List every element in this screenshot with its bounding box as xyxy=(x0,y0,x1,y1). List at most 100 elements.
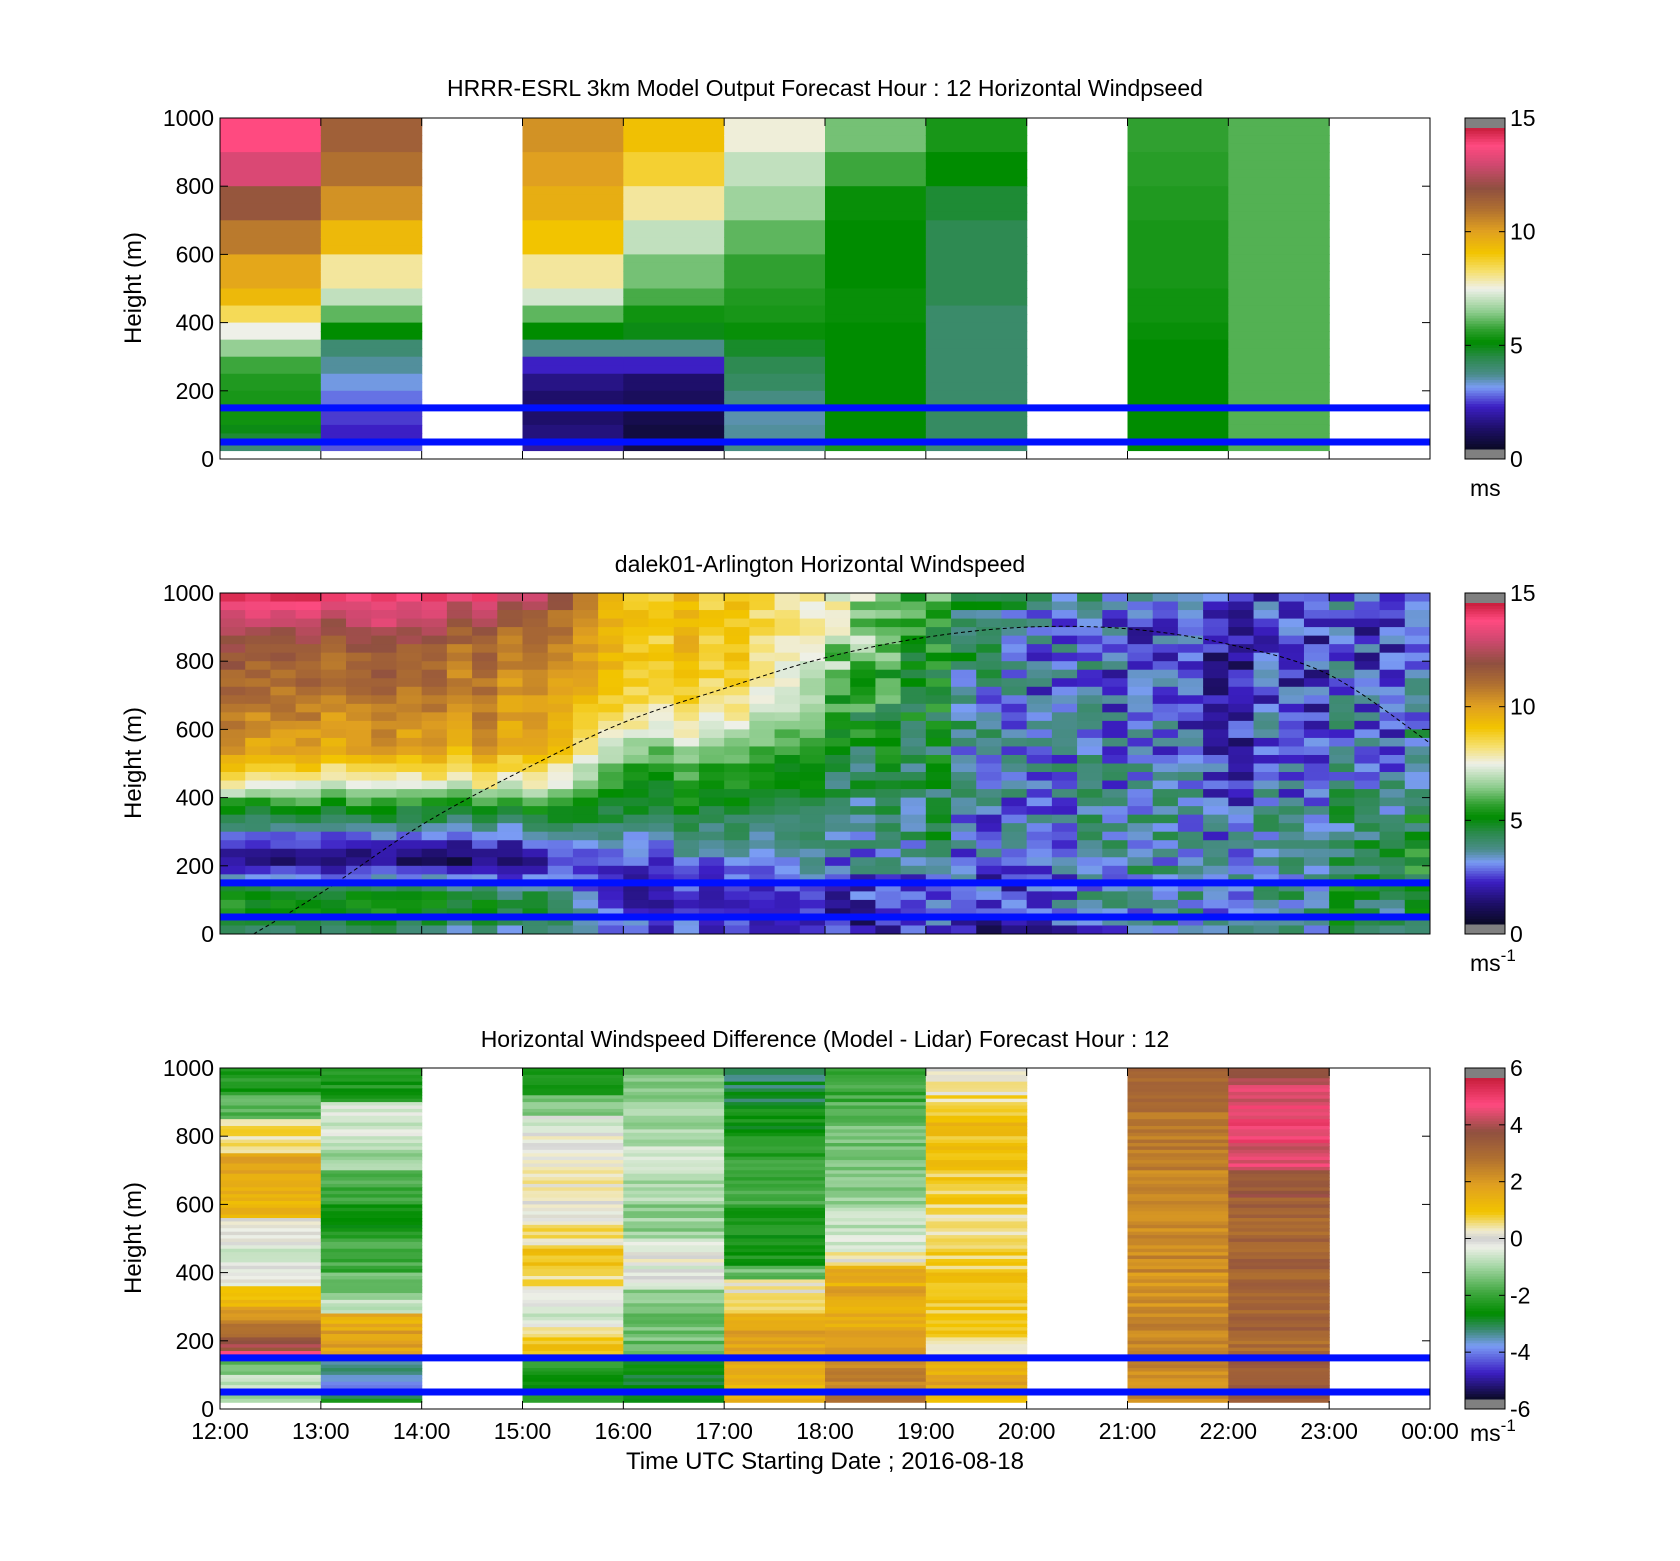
heatmap-cell xyxy=(724,1211,826,1216)
heatmap-cell xyxy=(1026,891,1053,901)
heatmap-cell xyxy=(1127,1395,1229,1400)
heatmap-cell xyxy=(825,314,927,324)
colorbar-segment xyxy=(1465,1091,1505,1095)
heatmap-cell xyxy=(724,305,826,315)
heatmap-cell xyxy=(1303,840,1330,850)
heatmap-cell xyxy=(472,720,498,731)
heatmap-cell xyxy=(220,797,246,807)
colorbar-segment xyxy=(1465,605,1505,609)
heatmap-cell xyxy=(825,1149,927,1154)
colorbar-tick-label: -2 xyxy=(1510,1282,1530,1308)
heatmap-cell xyxy=(522,1102,624,1107)
heatmap-cell xyxy=(1228,746,1255,756)
heatmap-cell xyxy=(472,618,498,628)
heatmap-cell xyxy=(1152,763,1179,773)
heatmap-cell xyxy=(925,627,952,637)
heatmap-cell xyxy=(270,737,297,748)
heatmap-cell xyxy=(220,186,322,196)
heatmap-cell xyxy=(1379,678,1406,688)
colorbar-segment xyxy=(1465,1246,1505,1250)
heatmap-cell xyxy=(1051,695,1078,705)
heatmap-cell xyxy=(825,1146,927,1151)
heatmap-cell xyxy=(1127,1149,1229,1154)
heatmap-cell xyxy=(1253,737,1280,748)
heatmap-cell xyxy=(270,848,297,858)
heatmap-cell xyxy=(547,610,574,620)
heatmap-cell xyxy=(1228,152,1330,162)
heatmap-cell xyxy=(1253,695,1280,705)
heatmap-cell xyxy=(270,754,297,765)
heatmap-cell xyxy=(572,891,599,901)
heatmap-cell xyxy=(724,1276,826,1281)
heatmap-cell xyxy=(1228,840,1255,850)
heatmap-cell xyxy=(1001,669,1028,679)
heatmap-cell xyxy=(396,601,423,611)
heatmap-cell xyxy=(1001,806,1028,816)
heatmap-cell xyxy=(799,686,826,696)
colorbar-segment xyxy=(1465,1329,1505,1333)
heatmap-cell xyxy=(976,695,1003,705)
heatmap-cell xyxy=(1102,916,1129,927)
heatmap-cell xyxy=(1228,1156,1330,1161)
heatmap-cell xyxy=(220,1385,322,1390)
heatmap-cell xyxy=(396,729,423,739)
heatmap-cell xyxy=(900,882,927,892)
heatmap-cell xyxy=(925,916,952,927)
heatmap-cell xyxy=(320,314,423,324)
heatmap-cell xyxy=(421,661,448,671)
heatmap-cell xyxy=(925,1129,1028,1134)
heatmap-cell xyxy=(951,831,977,841)
heatmap-cell xyxy=(774,746,801,756)
heatmap-cell xyxy=(295,823,322,833)
heatmap-cell xyxy=(850,806,877,816)
heatmap-cell xyxy=(572,899,599,910)
heatmap-cell xyxy=(396,848,423,858)
heatmap-cell xyxy=(925,1132,1028,1137)
colorbar-segment xyxy=(1465,1139,1505,1143)
heatmap-cell xyxy=(1379,746,1406,756)
heatmap-cell xyxy=(522,441,624,452)
heatmap-cell xyxy=(320,1364,423,1369)
heatmap-cell xyxy=(875,678,902,688)
colorbar-segment xyxy=(1465,902,1505,906)
colorbar-segment xyxy=(1465,1243,1505,1248)
heatmap-cell xyxy=(925,1282,1028,1287)
heatmap-cell xyxy=(320,126,423,136)
heatmap-cell xyxy=(1329,695,1355,705)
heatmap-cell xyxy=(623,754,650,765)
heatmap-cell xyxy=(1228,1327,1330,1332)
heatmap-cell xyxy=(1329,814,1355,824)
heatmap-cell xyxy=(1303,865,1330,875)
heatmap-cell xyxy=(623,271,725,281)
heatmap-cell xyxy=(346,916,372,927)
heatmap-cell xyxy=(850,848,877,858)
heatmap-cell xyxy=(623,1136,725,1141)
heatmap-cell xyxy=(1177,712,1204,722)
colorbar-segment xyxy=(1465,1385,1505,1389)
heatmap-cell xyxy=(749,891,776,901)
heatmap-cell xyxy=(875,644,902,654)
heatmap-cell xyxy=(1253,593,1280,603)
heatmap-cell xyxy=(724,424,826,435)
heatmap-cell xyxy=(220,1323,322,1328)
heatmap-cell xyxy=(1228,1351,1330,1356)
heatmap-cell xyxy=(749,703,776,713)
heatmap-cell xyxy=(623,390,725,400)
heatmap-cell xyxy=(270,916,297,927)
colorbar-segment xyxy=(1465,1289,1505,1293)
colorbar-segment xyxy=(1465,1211,1505,1215)
heatmap-cell xyxy=(1127,1231,1229,1236)
heatmap-cell xyxy=(1379,661,1406,671)
heatmap-cell xyxy=(598,746,624,756)
heatmap-cell xyxy=(1354,772,1381,782)
heatmap-cell xyxy=(1177,652,1204,662)
heatmap-cell xyxy=(497,916,524,927)
heatmap-cell xyxy=(497,789,524,799)
heatmap-cell xyxy=(875,746,902,756)
heatmap-cell xyxy=(900,865,927,875)
heatmap-cell xyxy=(724,1255,826,1260)
heatmap-cell xyxy=(320,1074,423,1079)
heatmap-cell xyxy=(623,348,725,358)
heatmap-cell xyxy=(749,925,776,934)
heatmap-cells xyxy=(220,1068,1330,1403)
